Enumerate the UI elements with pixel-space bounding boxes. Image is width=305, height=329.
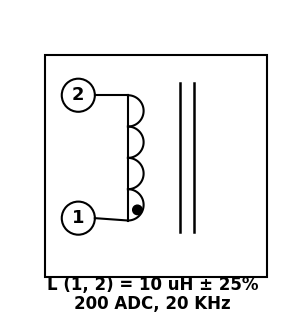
Text: L (1, 2) = 10 uH ± 25%: L (1, 2) = 10 uH ± 25% <box>47 276 258 293</box>
Text: 1: 1 <box>72 209 84 227</box>
Circle shape <box>133 205 142 215</box>
Text: 200 ADC, 20 KHz: 200 ADC, 20 KHz <box>74 295 231 313</box>
Text: 2: 2 <box>72 86 84 104</box>
